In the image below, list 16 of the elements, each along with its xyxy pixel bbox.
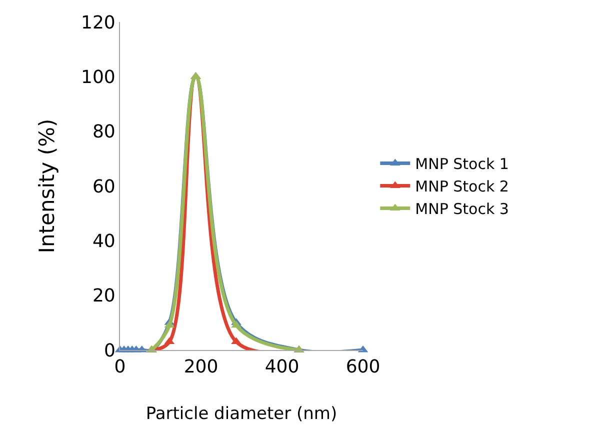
x-axis-title: Particle diameter (nm) bbox=[146, 404, 338, 424]
legend-label: MNP Stock 3 bbox=[415, 200, 509, 218]
y-tick-label: 100 bbox=[81, 66, 116, 88]
y-axis-title: Intensity (%) bbox=[35, 118, 60, 254]
y-tick-label: 120 bbox=[81, 12, 116, 34]
x-tick-label: 600 bbox=[346, 356, 380, 378]
point bbox=[231, 320, 242, 328]
legend-label: MNP Stock 1 bbox=[415, 155, 509, 174]
x-tick-label: 200 bbox=[184, 356, 218, 378]
y-tick-label: 80 bbox=[92, 122, 116, 143]
legend-label: MNP Stock 2 bbox=[415, 178, 509, 196]
y-tick-label: 60 bbox=[92, 176, 116, 198]
y-tick-label: 40 bbox=[92, 230, 116, 252]
y-tick-label: 20 bbox=[92, 286, 116, 307]
x-tick-label: 400 bbox=[264, 356, 300, 378]
y-tick-label: 0 bbox=[104, 340, 116, 362]
